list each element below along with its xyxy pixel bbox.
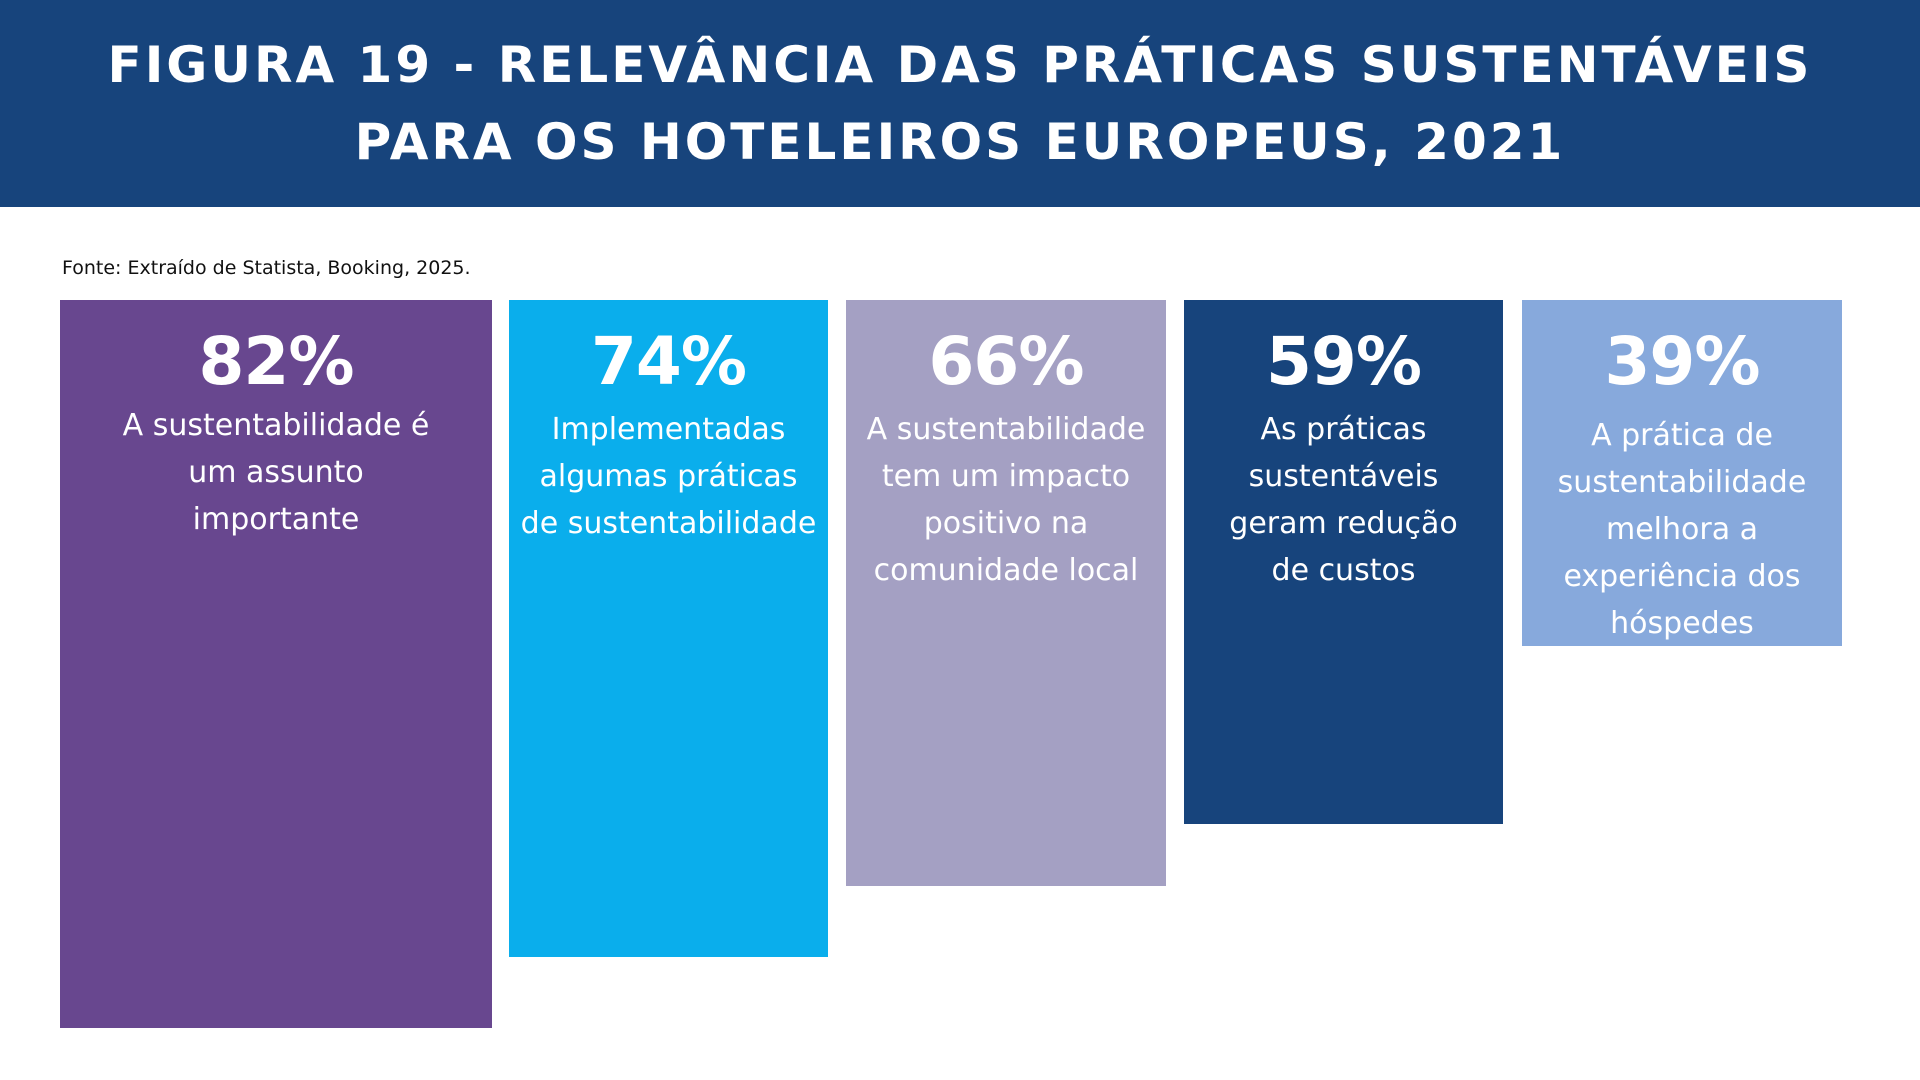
bar-4: 59% As práticas sustentáveis geram reduçã…: [1184, 300, 1503, 824]
bar-5: 39% A prática de sustentabilidade melhora…: [1522, 300, 1842, 646]
bar-value-label: 74%: [591, 323, 747, 400]
title-banner: FIGURA 19 - RELEVÂNCIA DAS PRÁTICAS SUST…: [0, 0, 1920, 207]
source-note: Fonte: Extraído de Statista, Booking, 20…: [62, 257, 471, 279]
bar-category-label: A sustentabilidade é um assunto importan…: [122, 408, 430, 537]
bar-1: 82% A sustentabilidade é um assunto impor…: [60, 300, 492, 1028]
bar-category-label: A prática de sustentabilidade melhora a …: [1557, 418, 1807, 641]
bar-value-label: 59%: [1266, 323, 1422, 400]
bar-value-label: 39%: [1604, 323, 1761, 400]
bar-category-label: A sustentabilidade tem um impacto positi…: [866, 412, 1146, 588]
chart-title: FIGURA 19 - RELEVÂNCIA DAS PRÁTICAS SUST…: [107, 35, 1813, 171]
bar-category-label: Implementadas algumas práticas de susten…: [520, 412, 817, 541]
bar-3: 66% A sustentabilidade tem um impacto pos…: [846, 300, 1166, 886]
bar-2: 74% Implementadas algumas práticas de sus…: [509, 300, 828, 957]
bar-category-label: As práticas sustentáveis geram redução d…: [1229, 412, 1458, 588]
bar-value-label: 82%: [198, 323, 355, 400]
bar-value-label: 66%: [928, 323, 1085, 400]
